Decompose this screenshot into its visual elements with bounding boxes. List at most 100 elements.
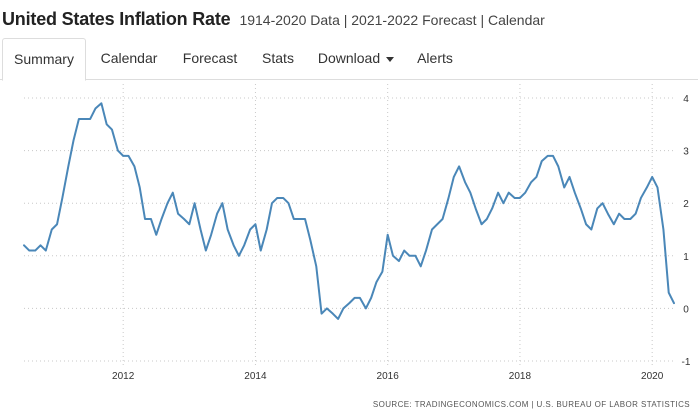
data-point (326, 307, 328, 309)
data-point (266, 229, 268, 231)
data-point (28, 250, 30, 252)
tab-summary[interactable]: Summary (2, 38, 86, 81)
data-point (519, 197, 521, 199)
data-point (133, 165, 135, 167)
data-point (188, 223, 190, 225)
data-point (375, 281, 377, 283)
data-point (502, 202, 504, 204)
data-point (508, 192, 510, 194)
tab-stats[interactable]: Stats (250, 38, 306, 80)
data-point (547, 155, 549, 157)
data-point (535, 176, 537, 178)
data-point (613, 223, 615, 225)
data-point (359, 297, 361, 299)
data-point (590, 229, 592, 231)
data-point (623, 218, 625, 220)
data-point (78, 118, 80, 120)
data-point (552, 155, 554, 157)
data-point (475, 207, 477, 209)
data-point (348, 302, 350, 304)
data-point (321, 313, 323, 315)
y-tick-label: 0 (683, 304, 689, 315)
data-point (40, 244, 42, 246)
data-point (106, 123, 108, 125)
data-point (282, 197, 284, 199)
data-point (486, 218, 488, 220)
data-point (238, 255, 240, 257)
data-point (100, 102, 102, 104)
data-point (221, 202, 223, 204)
data-point (602, 202, 604, 204)
data-point (51, 229, 53, 231)
data-point (436, 223, 438, 225)
data-point (276, 197, 278, 199)
data-point (94, 108, 96, 110)
data-point (585, 223, 587, 225)
data-point (414, 255, 416, 257)
x-tick-label: 2012 (112, 371, 135, 382)
data-point (651, 176, 653, 178)
data-point (299, 218, 301, 220)
series-line (23, 102, 675, 320)
data-point (629, 218, 631, 220)
data-point (458, 165, 460, 167)
data-point (161, 218, 163, 220)
page-header: United States Inflation Rate 1914-2020 D… (0, 0, 698, 38)
data-point (254, 223, 256, 225)
data-point (73, 139, 75, 141)
data-point (618, 213, 620, 215)
data-point (403, 250, 405, 252)
data-point (89, 118, 91, 120)
data-point (541, 160, 543, 162)
data-point (309, 239, 311, 241)
data-point (448, 197, 450, 199)
caret-down-icon (386, 56, 395, 62)
data-point (635, 213, 637, 215)
page-subtitle: 1914-2020 Data | 2021-2022 Forecast | Ca… (239, 12, 545, 28)
data-point (177, 213, 179, 215)
data-point (640, 197, 642, 199)
data-point (166, 202, 168, 204)
data-point (431, 229, 433, 231)
data-point (673, 302, 675, 304)
data-point (172, 192, 174, 194)
x-tick-label: 2020 (641, 371, 664, 382)
data-point (150, 218, 152, 220)
data-point (453, 176, 455, 178)
tab-alerts[interactable]: Alerts (406, 38, 464, 80)
data-point (61, 197, 63, 199)
data-point (117, 150, 119, 152)
data-point (45, 250, 47, 252)
x-tick-label: 2018 (509, 371, 532, 382)
data-point (398, 260, 400, 262)
y-tick-label: 3 (683, 147, 689, 158)
data-point (354, 297, 356, 299)
tab-download[interactable]: Download (308, 38, 404, 80)
data-point (155, 234, 157, 236)
data-point (337, 318, 339, 320)
data-point (514, 197, 516, 199)
data-point (56, 223, 58, 225)
data-point (183, 218, 185, 220)
data-point (23, 244, 25, 246)
tab-calendar[interactable]: Calendar (88, 38, 170, 80)
tab-summary-label: Summary (14, 51, 74, 67)
tab-bar: Summary Calendar Forecast Stats Download… (0, 38, 698, 81)
data-point (288, 202, 290, 204)
data-point (210, 234, 212, 236)
tab-forecast[interactable]: Forecast (172, 38, 248, 80)
data-point (668, 292, 670, 294)
data-point (420, 265, 422, 267)
data-point (122, 155, 124, 157)
data-point (200, 229, 202, 231)
source-note: SOURCE: TRADINGECONOMICS.COM | U.S. BURE… (372, 400, 690, 409)
data-point (442, 218, 444, 220)
data-point (271, 202, 273, 204)
data-point (127, 155, 129, 157)
data-point (342, 307, 344, 309)
y-tick-label: 4 (683, 94, 689, 105)
data-point (497, 192, 499, 194)
tab-stats-label: Stats (262, 50, 294, 66)
data-point (425, 250, 427, 252)
tab-alerts-label: Alerts (417, 50, 453, 66)
